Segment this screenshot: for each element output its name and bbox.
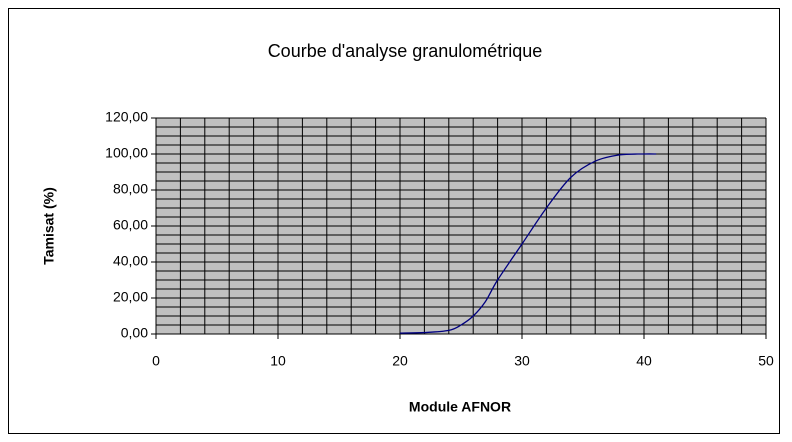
x-tick-label: 20 [392,353,408,369]
y-tick-label: 60,00 [113,217,148,233]
y-tick-label: 80,00 [113,181,148,197]
x-tick-label: 10 [270,353,286,369]
data-line [399,153,657,334]
y-tick-label: 0,00 [121,325,148,341]
chart-title: Courbe d'analyse granulométrique [268,41,543,61]
x-tick-label: 50 [758,353,774,369]
y-tick-label: 120,00 [105,109,148,125]
y-axis-label: Tamisat (%) [41,187,57,265]
x-tick-label: 40 [636,353,652,369]
y-tick-label: 40,00 [113,253,148,269]
x-tick-label: 30 [514,353,530,369]
x-tick-label: 0 [152,353,160,369]
y-tick-label: 20,00 [113,289,148,305]
y-tick-label: 100,00 [105,145,148,161]
x-axis-label: Module AFNOR [409,399,511,415]
